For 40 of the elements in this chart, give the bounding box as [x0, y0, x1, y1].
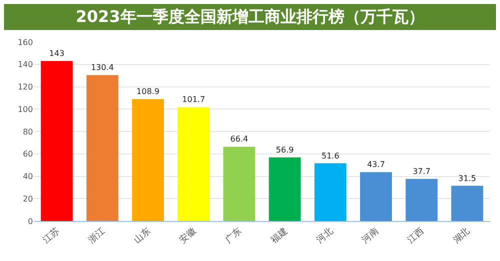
- data-label: 31.5: [458, 174, 476, 183]
- bar: [314, 163, 346, 221]
- y-tick-label: 160: [18, 38, 33, 47]
- x-tick-label: 浙江: [86, 226, 108, 246]
- y-tick-label: 0: [28, 216, 33, 226]
- x-tick-label: 江苏: [40, 226, 62, 246]
- y-tick-label: 40: [22, 172, 33, 182]
- x-tick-label: 河南: [360, 226, 381, 246]
- data-label: 143: [49, 49, 64, 58]
- data-label: 43.7: [367, 160, 385, 170]
- x-tick-label: 湖北: [451, 226, 472, 246]
- data-label: 66.4: [230, 134, 248, 144]
- bar: [360, 172, 392, 221]
- bar: [40, 61, 73, 221]
- y-tick-label: 80: [22, 127, 33, 136]
- data-label: 37.7: [412, 166, 431, 176]
- x-tick-label: 福建: [268, 226, 290, 246]
- data-label: 51.6: [321, 151, 340, 160]
- bar: [223, 146, 256, 221]
- data-label: 130.4: [90, 63, 114, 72]
- y-tick-label: 60: [22, 150, 33, 159]
- bar: [451, 186, 484, 221]
- y-tick-label: 20: [22, 194, 33, 204]
- x-tick-label: 安徽: [178, 226, 198, 246]
- chart-title: 2023年一季度全国新增工商业排行榜（万千瓦）: [4, 4, 496, 30]
- x-tick-label: 山东: [132, 226, 153, 246]
- y-tick-label: 140: [18, 60, 33, 70]
- bar: [268, 157, 301, 221]
- x-tick-label: 广东: [223, 226, 244, 246]
- bar: [178, 107, 210, 221]
- bar: [132, 99, 164, 221]
- data-label: 108.9: [136, 87, 160, 96]
- data-label: 56.9: [276, 145, 294, 154]
- x-tick-label: 河北: [314, 226, 336, 246]
- data-label: 101.7: [182, 95, 206, 104]
- y-tick-label: 120: [18, 82, 33, 92]
- bar: [86, 75, 118, 221]
- x-tick-label: 江西: [406, 226, 426, 246]
- y-tick-label: 100: [18, 104, 33, 114]
- bar: [406, 178, 438, 221]
